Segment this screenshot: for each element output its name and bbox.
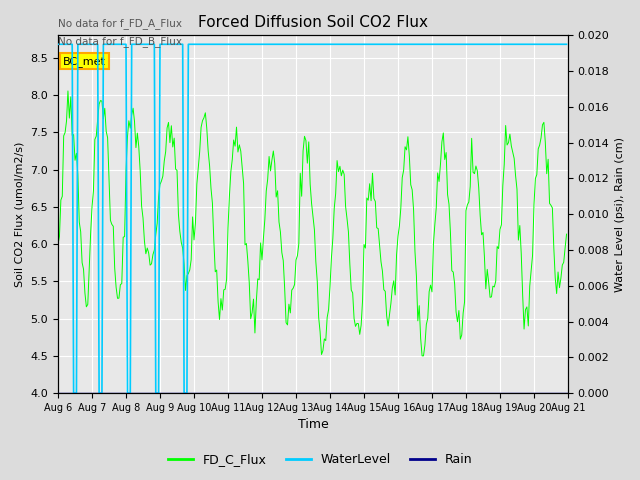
Title: Forced Diffusion Soil CO2 Flux: Forced Diffusion Soil CO2 Flux (198, 15, 428, 30)
Text: No data for f_FD_A_Flux: No data for f_FD_A_Flux (58, 18, 182, 29)
Y-axis label: Soil CO2 Flux (umol/m2/s): Soil CO2 Flux (umol/m2/s) (15, 142, 25, 287)
Y-axis label: Water Level (psi), Rain (cm): Water Level (psi), Rain (cm) (615, 137, 625, 292)
Text: BC_met: BC_met (63, 56, 106, 67)
Legend: FD_C_Flux, WaterLevel, Rain: FD_C_Flux, WaterLevel, Rain (163, 448, 477, 471)
X-axis label: Time: Time (298, 419, 328, 432)
Text: No data for f_FD_B_Flux: No data for f_FD_B_Flux (58, 36, 182, 47)
